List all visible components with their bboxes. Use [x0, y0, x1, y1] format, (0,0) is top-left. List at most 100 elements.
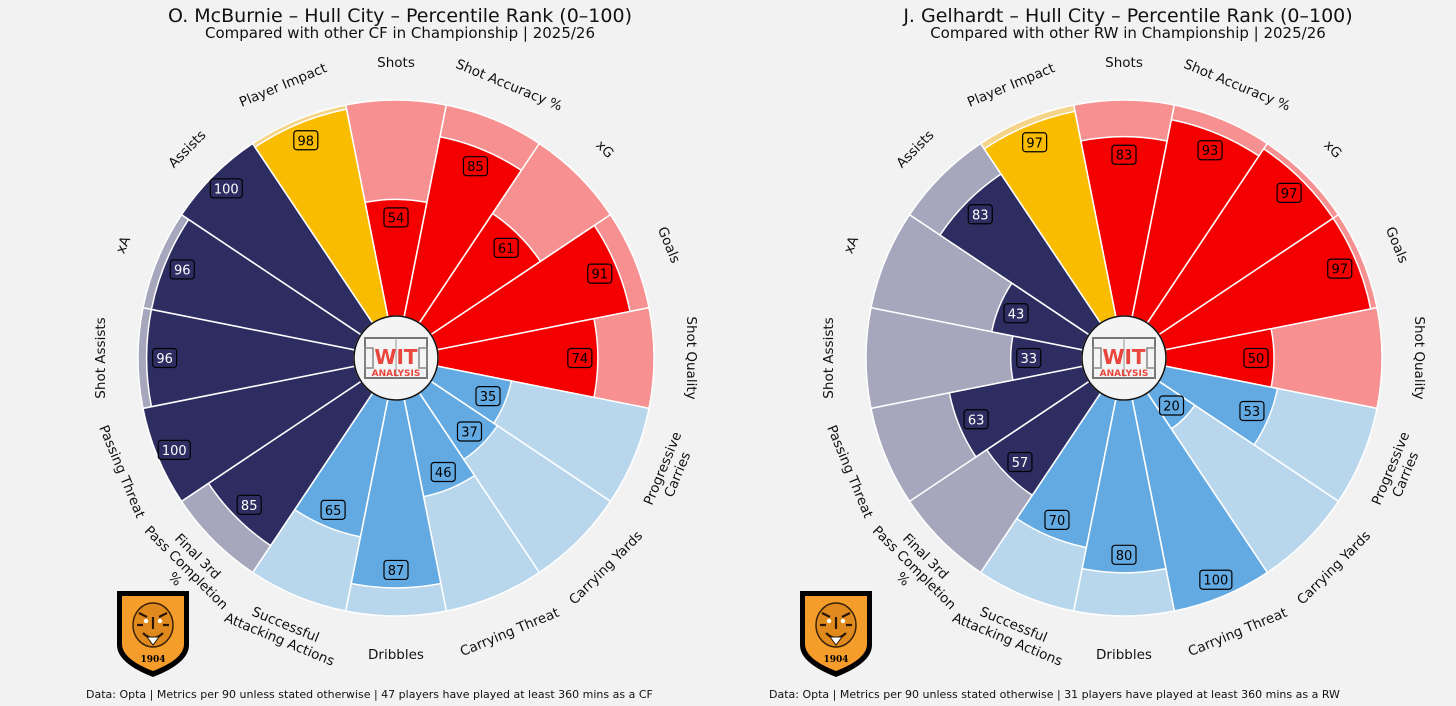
- value-label: 54: [388, 211, 405, 226]
- value-label: 98: [298, 134, 315, 149]
- logo-text: WIT: [1102, 345, 1146, 369]
- metric-label: Player Impact: [965, 60, 1057, 110]
- value-label: 33: [1020, 352, 1037, 367]
- logo-text: ANALYSIS: [372, 369, 421, 379]
- value-label: 20: [1163, 400, 1180, 415]
- value-label: 61: [498, 242, 515, 257]
- value-box: [383, 559, 409, 581]
- metric-label: ProgressiveCarries: [1369, 430, 1428, 514]
- radar-chart: Shots Shot Accuracy % xG Goals Shot Quality P…: [821, 55, 1428, 670]
- metric-label: Shot Quality: [1411, 316, 1427, 399]
- radar-chart: Shots Shot Accuracy % xG Goals Shot Quality P…: [93, 55, 700, 670]
- value-label: 43: [1008, 307, 1025, 322]
- value-box: [567, 347, 593, 369]
- value-box: [383, 207, 409, 228]
- logo-text: WIT: [374, 345, 418, 369]
- metric-label: xA: [113, 233, 135, 256]
- metric-label: Shots: [1105, 55, 1143, 71]
- value-labels: 54 85 61 91 74 35 37 46 87 65 85 100 96 96 100 98: [152, 130, 613, 581]
- value-label: 87: [388, 564, 405, 579]
- value-box: [236, 494, 262, 515]
- value-label: 80: [1116, 549, 1133, 564]
- value-box: [1007, 451, 1033, 473]
- value-box: [1199, 569, 1233, 590]
- value-label: 100: [214, 182, 239, 197]
- chart-footer: Data: Opta | Metrics per 90 unless state…: [769, 688, 1340, 701]
- value-label: 65: [325, 504, 342, 519]
- value-label: 57: [1012, 456, 1029, 471]
- value-box: [1003, 303, 1029, 324]
- metric-label: Assists: [893, 127, 937, 171]
- value-box: [320, 499, 346, 520]
- value-label: 53: [1244, 405, 1261, 420]
- value-box: [157, 439, 191, 460]
- value-label: 46: [435, 466, 452, 481]
- value-label: 63: [968, 413, 985, 428]
- value-label: 50: [1248, 352, 1265, 367]
- value-box: [963, 409, 989, 430]
- value-box: [1276, 182, 1302, 203]
- value-label: 96: [156, 352, 173, 367]
- metric-label: Goals: [654, 225, 683, 266]
- value-box: [493, 237, 519, 258]
- metric-label: Shot Assists: [821, 317, 837, 398]
- value-label: 85: [467, 160, 484, 175]
- chart-footer: Data: Opta | Metrics per 90 unless state…: [86, 688, 653, 701]
- metric-label: Shot Quality: [683, 316, 699, 399]
- metric-label: ProgressiveCarries: [641, 430, 700, 514]
- value-box: [967, 204, 993, 225]
- logo-text: ANALYSIS: [1100, 369, 1149, 379]
- value-label: 97: [1026, 136, 1043, 151]
- value-box: [1111, 144, 1137, 165]
- metric-label: Shots: [377, 55, 415, 71]
- value-box: [462, 156, 489, 177]
- value-label: 85: [241, 499, 258, 514]
- value-box: [293, 130, 319, 151]
- chart-panel-gelhardt: J. Gelhardt – Hull City – Percentile Ran…: [728, 0, 1456, 706]
- metric-label: Dribbles: [368, 647, 424, 663]
- value-box: [1044, 509, 1070, 530]
- value-box: [430, 461, 456, 483]
- value-box: [169, 259, 195, 280]
- bars: [137, 99, 655, 617]
- value-label: 97: [1331, 263, 1348, 278]
- chart-subtitle: Compared with other CF in Championship |…: [204, 24, 596, 42]
- badge-year: 1904: [140, 655, 165, 665]
- value-label: 83: [972, 208, 989, 223]
- value-label: 70: [1049, 514, 1066, 529]
- value-box: [587, 263, 613, 284]
- value-label: 74: [572, 352, 589, 367]
- metric-label: Player Impact: [237, 60, 329, 110]
- value-box: [456, 421, 483, 442]
- chart-subtitle: Compared with other RW in Championship |…: [930, 24, 1326, 42]
- value-label: 35: [480, 390, 497, 405]
- value-box: [1239, 400, 1265, 422]
- value-label: 97: [1281, 187, 1298, 202]
- value-box: [1243, 347, 1269, 369]
- metric-label: xG: [592, 137, 616, 161]
- value-label: 37: [461, 425, 478, 440]
- metric-label: Passing Threat: [95, 423, 148, 521]
- value-box: [1016, 347, 1042, 369]
- value-box: [475, 386, 501, 407]
- chart-title: J. Gelhardt – Hull City – Percentile Ran…: [903, 5, 1353, 27]
- metric-label: Assists: [165, 127, 209, 171]
- metric-label: Shot Accuracy %: [453, 56, 564, 114]
- value-label: 100: [1203, 574, 1228, 589]
- value-box: [1197, 140, 1223, 161]
- value-label: 93: [1202, 144, 1219, 159]
- value-label: 100: [162, 444, 187, 459]
- value-label: 96: [174, 263, 191, 278]
- value-box: [1327, 258, 1353, 279]
- value-labels: 83 93 97 97 50 53 20 100 80 70 57 63 33 43 83 97: [963, 132, 1353, 590]
- metric-label: Shot Accuracy %: [1181, 56, 1292, 114]
- metric-label: Shot Assists: [93, 317, 109, 398]
- value-label: 83: [1116, 149, 1133, 164]
- club-badge: 1904: [800, 591, 872, 677]
- badge-year: 1904: [823, 655, 848, 665]
- metric-label: Carrying Threat: [1186, 605, 1290, 660]
- value-box: [152, 347, 178, 369]
- metric-label: xA: [841, 233, 863, 256]
- chart-title: O. McBurnie – Hull City – Percentile Ran…: [168, 5, 632, 27]
